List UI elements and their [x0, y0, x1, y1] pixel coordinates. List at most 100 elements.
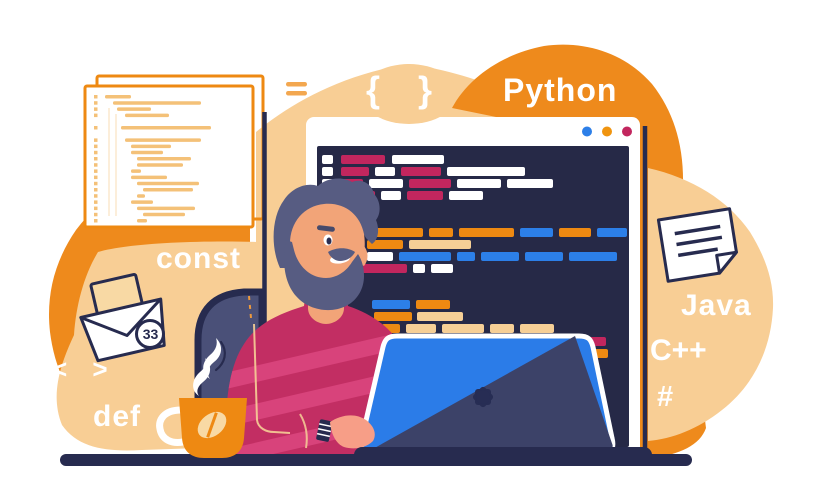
- code-bar: [392, 155, 444, 164]
- code-bar: [409, 179, 451, 188]
- wrist-watch: [316, 419, 333, 442]
- paper-line-bullet: [94, 144, 98, 149]
- const-keyword-label: const: [156, 242, 242, 275]
- braces-backdrop: [361, 64, 457, 124]
- def-keyword-label: def: [93, 400, 141, 433]
- paper-code-line: [105, 95, 131, 99]
- code-bar: [431, 264, 453, 273]
- code-bar: [447, 167, 525, 176]
- programmer-eyebrow: [316, 225, 335, 232]
- paper-line-bullet: [94, 95, 98, 99]
- code-bar: [341, 167, 369, 176]
- equals-icon: [286, 82, 307, 96]
- notification-badge: [135, 319, 165, 349]
- code-bar: [413, 264, 425, 273]
- paper-code-line: [143, 188, 193, 192]
- gear-logo-icon: [472, 386, 494, 408]
- window-control-dots: [582, 126, 632, 137]
- code-bar: [381, 191, 401, 200]
- paper-code-line: [131, 175, 167, 180]
- code-bar: [367, 252, 393, 261]
- paper-line-bullet: [94, 113, 98, 118]
- paper-code-line: [137, 206, 195, 211]
- code-bar: [457, 252, 475, 261]
- code-bar: [369, 179, 403, 188]
- code-bar: [401, 167, 441, 176]
- code-bar: [520, 228, 553, 237]
- paper-code-line: [137, 219, 147, 223]
- programmer-mustache: [328, 248, 355, 261]
- programmer-hand: [330, 415, 375, 449]
- paper-line-bullet: [94, 101, 98, 105]
- programmer-pupil: [326, 237, 332, 245]
- paper-code-line: [113, 101, 201, 105]
- code-bar: [481, 252, 519, 261]
- code-bar: [374, 312, 412, 321]
- paper-line-bullet: [94, 107, 98, 111]
- paper-line-bullet: [94, 200, 98, 204]
- programmer-beard: [284, 240, 364, 311]
- paper-code-line: [137, 163, 183, 167]
- paper-code-line: [137, 194, 145, 198]
- paper-line-bullet: [94, 181, 98, 186]
- code-bar: [409, 240, 471, 249]
- paper-line-bullet: [94, 126, 98, 130]
- code-bar: [429, 228, 453, 237]
- code-bar: [559, 228, 591, 237]
- window-dot-icon: [622, 126, 632, 137]
- code-bar: [372, 300, 410, 309]
- code-bar: [442, 324, 484, 333]
- code-bar: [417, 312, 463, 321]
- sleeve-cuff-line: [299, 413, 308, 449]
- code-bar: [449, 191, 483, 200]
- python-label: Python: [503, 72, 618, 108]
- paper-code-line: [125, 138, 201, 142]
- paper-line-bullet: [94, 157, 98, 161]
- code-bar: [507, 179, 553, 188]
- paper-line-bullet: [94, 150, 98, 155]
- paper-line-bullet: [94, 188, 98, 192]
- java-label: Java: [681, 289, 752, 322]
- coffee-mug: [156, 398, 247, 458]
- window-dot-icon: [582, 126, 592, 137]
- sweater-seam-line: [253, 323, 291, 434]
- code-bar: [322, 155, 333, 164]
- code-bar: [457, 179, 501, 188]
- code-bar: [406, 324, 436, 333]
- hash-label: #: [657, 381, 674, 413]
- code-bar: [367, 228, 423, 237]
- laptop-base: [354, 447, 652, 465]
- coffee-bean-icon: [197, 411, 227, 439]
- paper-line-bullet: [94, 138, 98, 142]
- programmer-face: [290, 203, 365, 291]
- code-bar: [367, 240, 403, 249]
- code-bar: [399, 252, 451, 261]
- paper-code-line: [137, 157, 191, 161]
- paper-code-line: [125, 113, 169, 118]
- paper-code-lines: [94, 95, 211, 223]
- code-bar: [407, 191, 443, 200]
- code-bar: [520, 324, 554, 333]
- paper-line-bullet: [94, 194, 98, 198]
- paper-line-bullet: [94, 206, 98, 211]
- paper-code-line: [121, 126, 211, 130]
- badge-count-label: 33: [142, 326, 159, 342]
- paper-line-bullet: [94, 175, 98, 180]
- programmer-hair: [273, 178, 380, 268]
- code-bar: [341, 155, 385, 164]
- paper-code-line: [131, 169, 141, 173]
- paper-line-bullet: [94, 169, 98, 173]
- sweater-stitches: [248, 295, 252, 319]
- cpp-label: C++: [650, 334, 707, 367]
- code-paper: [83, 84, 255, 229]
- paper-line-bullet: [94, 219, 98, 223]
- code-bar: [416, 300, 450, 309]
- code-bar: [525, 252, 563, 261]
- code-bar: [375, 167, 395, 176]
- sticky-note-icon: [656, 207, 738, 283]
- paper-code-line: [137, 181, 199, 186]
- paper-code-line: [117, 107, 151, 111]
- paper-code-line: [131, 150, 163, 155]
